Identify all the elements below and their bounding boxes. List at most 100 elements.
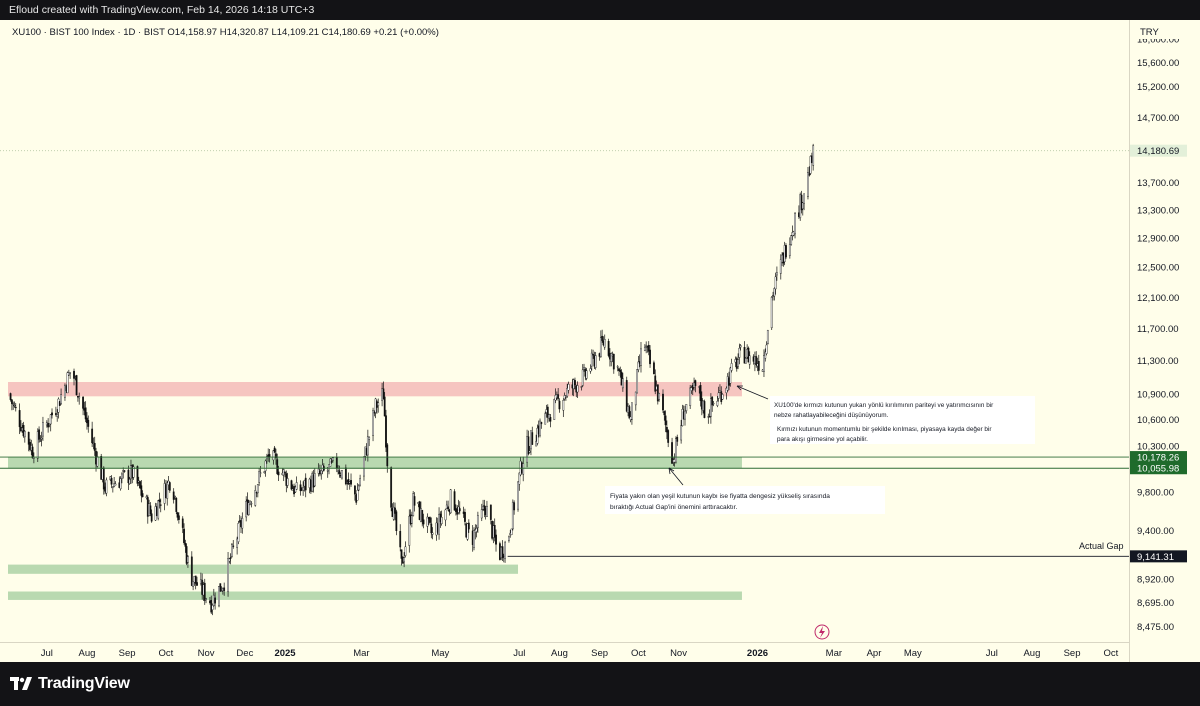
candle-body (508, 536, 510, 541)
candle-body (755, 356, 758, 365)
x-tick-label: Jul (986, 648, 998, 659)
price-chart[interactable]: 16,000.00 15,600.00 15,200.00 14,700.00 14,1… (0, 20, 1200, 662)
candle (228, 557, 231, 564)
candle-body (473, 530, 475, 548)
candle-body (685, 404, 688, 411)
candle-body (567, 384, 570, 391)
candle (449, 488, 452, 515)
candle-body (350, 480, 352, 485)
candle-body (517, 481, 519, 510)
candle-body (680, 425, 683, 441)
currency-label[interactable]: TRY (1140, 27, 1159, 38)
y-tick-label: 8,920.00 (1137, 574, 1174, 585)
candle (341, 470, 343, 480)
candle (711, 396, 714, 412)
candle-body (9, 393, 12, 400)
candle (254, 485, 257, 507)
candle-body (671, 442, 673, 464)
lightning-icon[interactable] (814, 624, 830, 640)
candle-body (166, 482, 169, 499)
x-tick-label: Sep (591, 648, 608, 659)
candle (676, 434, 679, 446)
candle-body (394, 507, 396, 514)
candle-body (140, 485, 143, 496)
candle (237, 520, 240, 545)
candle (121, 472, 123, 484)
candle-body (229, 557, 232, 559)
candle-body (603, 339, 606, 348)
candle-body (557, 394, 560, 399)
y-tick-label: 13,300.00 (1137, 205, 1179, 216)
candle-body (476, 515, 479, 528)
candle-body (128, 479, 131, 484)
x-tick-label: Mar (353, 648, 369, 659)
candle (168, 481, 171, 493)
candle (664, 410, 667, 433)
candle-body (10, 399, 13, 404)
candle-body (121, 473, 123, 479)
candle-body (729, 367, 732, 384)
candle-body (258, 471, 261, 483)
candle-body (549, 417, 552, 422)
candle (546, 404, 549, 423)
candle-body (205, 598, 207, 601)
candle (649, 345, 651, 368)
candle (447, 500, 450, 512)
candle (219, 583, 222, 592)
candle-body (264, 460, 267, 472)
candle-body (359, 478, 361, 486)
candle (176, 511, 179, 521)
candle (139, 480, 141, 489)
candle-body (105, 479, 108, 494)
red-note-line-1: XU100'de kırmızı kutunun yukarı yönlü kı… (774, 402, 994, 409)
candle (540, 421, 543, 429)
x-tick-label: Oct (631, 648, 646, 659)
candle-body (426, 516, 429, 527)
candle (404, 541, 407, 558)
candle-body (453, 491, 456, 511)
candle (544, 411, 547, 425)
candle-body (259, 472, 262, 474)
price-label-bg (1130, 144, 1187, 157)
candle-body (444, 509, 447, 521)
red-note-line-3: Kırmızı kutunun momentumlu bir şekilde k… (777, 426, 992, 433)
candle-body (232, 545, 235, 547)
candle (119, 476, 122, 491)
candle (689, 384, 692, 409)
x-tick-label: Oct (159, 648, 174, 659)
candle-body (612, 354, 615, 370)
candle-body (711, 396, 714, 406)
candle-body (634, 391, 637, 406)
tradingview-logo[interactable]: TradingView (10, 675, 130, 693)
candle (590, 349, 593, 371)
candle (594, 351, 597, 370)
candle-body (273, 447, 276, 453)
candle (214, 592, 217, 610)
candle (82, 396, 84, 416)
candle (508, 535, 510, 543)
candle (583, 363, 585, 372)
candle (220, 586, 223, 593)
candle-body (480, 509, 483, 519)
candle (585, 367, 588, 381)
y-tick-label: 10,900.00 (1137, 389, 1179, 400)
candle (504, 540, 506, 563)
candle (247, 499, 250, 516)
candle (511, 499, 514, 531)
candle-body (14, 406, 17, 409)
candle-body (127, 469, 130, 484)
candle (757, 354, 760, 375)
candle-body (69, 372, 72, 374)
candle-body (91, 428, 94, 444)
candle (326, 466, 329, 478)
candle (18, 403, 21, 435)
candle-body (808, 173, 811, 176)
candle (395, 509, 398, 536)
candle (603, 334, 606, 350)
candle-body (625, 380, 628, 412)
candle-body (774, 276, 777, 290)
candle-body (647, 344, 650, 352)
candle (675, 436, 677, 464)
candle-body (607, 341, 610, 356)
candle-body (329, 458, 332, 467)
